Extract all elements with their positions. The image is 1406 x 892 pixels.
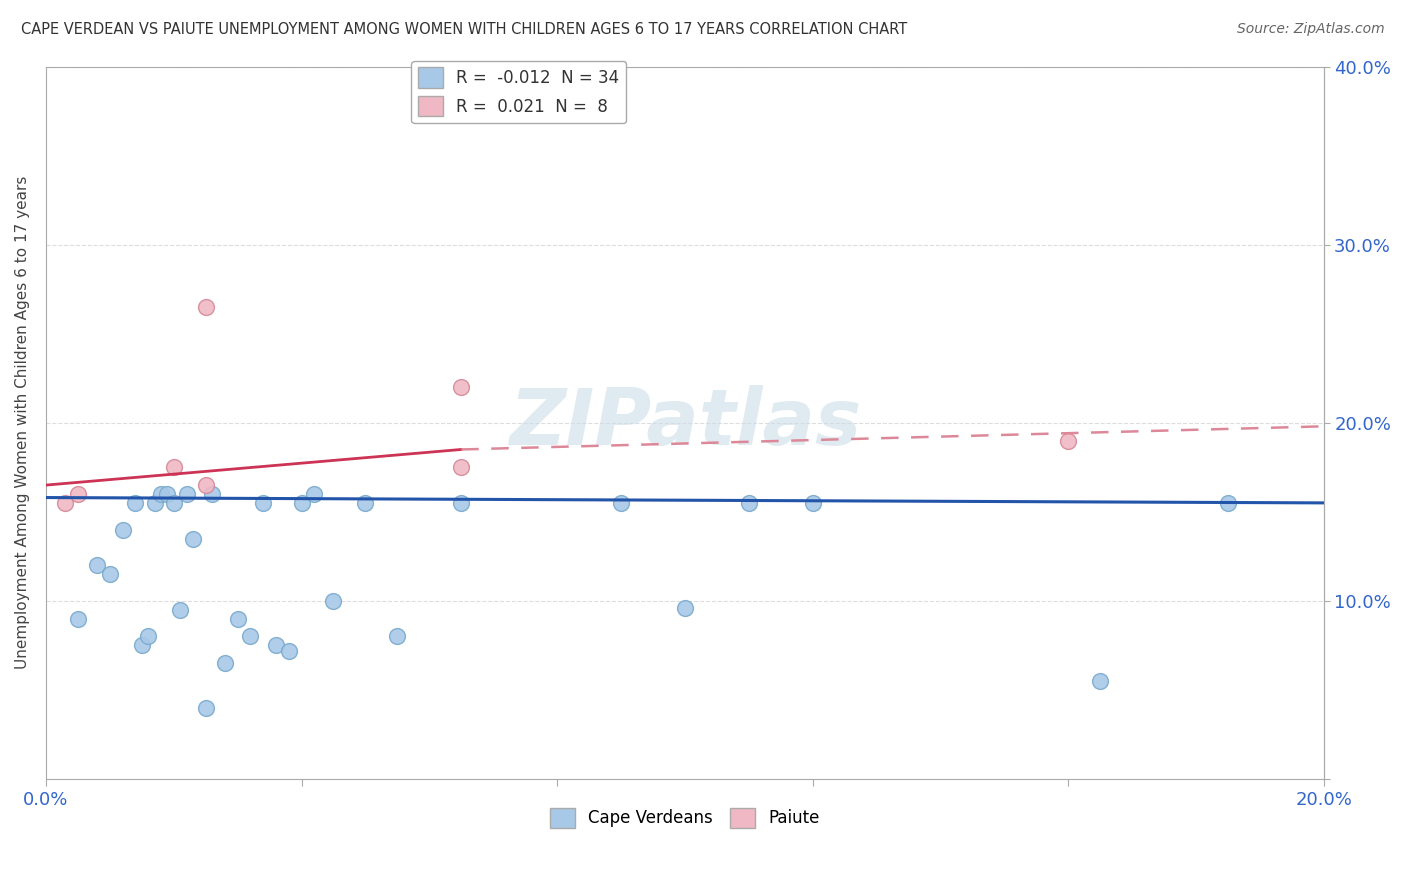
- Point: [98, 567, 121, 582]
- Point: [86, 558, 108, 573]
- Point: [450, 460, 472, 475]
- Point: [124, 496, 146, 510]
- Point: [450, 496, 472, 510]
- Point: [1216, 496, 1239, 510]
- Point: [156, 487, 179, 501]
- Point: [214, 656, 236, 670]
- Text: CAPE VERDEAN VS PAIUTE UNEMPLOYMENT AMONG WOMEN WITH CHILDREN AGES 6 TO 17 YEARS: CAPE VERDEAN VS PAIUTE UNEMPLOYMENT AMON…: [21, 22, 907, 37]
- Point: [66, 612, 89, 626]
- Point: [66, 487, 89, 501]
- Point: [131, 638, 153, 652]
- Point: [264, 638, 287, 652]
- Point: [163, 460, 186, 475]
- Point: [181, 532, 204, 546]
- Point: [738, 496, 761, 510]
- Point: [201, 487, 224, 501]
- Point: [194, 300, 217, 314]
- Text: ZIPatlas: ZIPatlas: [509, 384, 860, 461]
- Point: [277, 643, 299, 657]
- Y-axis label: Unemployment Among Women with Children Ages 6 to 17 years: Unemployment Among Women with Children A…: [15, 176, 30, 670]
- Point: [354, 496, 377, 510]
- Point: [252, 496, 274, 510]
- Point: [610, 496, 633, 510]
- Point: [136, 630, 159, 644]
- Legend: Cape Verdeans, Paiute: Cape Verdeans, Paiute: [544, 801, 827, 835]
- Point: [149, 487, 172, 501]
- Point: [239, 630, 262, 644]
- Text: Source: ZipAtlas.com: Source: ZipAtlas.com: [1237, 22, 1385, 37]
- Point: [194, 700, 217, 714]
- Point: [169, 603, 191, 617]
- Point: [450, 380, 472, 394]
- Point: [53, 496, 76, 510]
- Point: [290, 496, 312, 510]
- Point: [163, 496, 186, 510]
- Point: [226, 612, 249, 626]
- Point: [304, 487, 326, 501]
- Point: [801, 496, 824, 510]
- Point: [111, 523, 134, 537]
- Point: [143, 496, 166, 510]
- Point: [387, 630, 409, 644]
- Point: [322, 594, 344, 608]
- Point: [1057, 434, 1080, 448]
- Point: [176, 487, 198, 501]
- Point: [1088, 673, 1111, 688]
- Point: [194, 478, 217, 492]
- Point: [673, 601, 696, 615]
